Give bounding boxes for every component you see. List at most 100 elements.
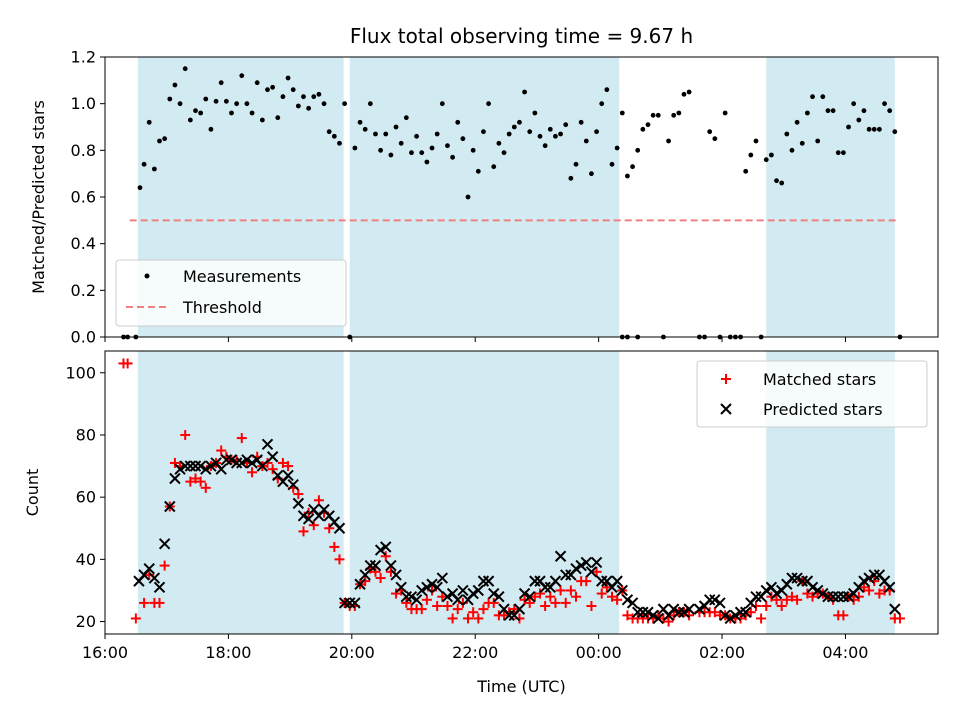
matched-star-point (555, 585, 566, 596)
predicted-star-point (215, 463, 227, 475)
x-marker-b (529, 575, 541, 587)
predicted-star-point (200, 463, 212, 475)
matched-star-point (267, 464, 278, 475)
predicted-star-point (632, 606, 644, 618)
x-marker-b (241, 454, 253, 466)
matched-star-point (663, 616, 674, 627)
x-tick-label: 22:00 (452, 643, 498, 662)
predicted-star-point (184, 460, 197, 472)
matched-star-point (560, 597, 571, 608)
measurement-point (244, 101, 250, 107)
x-marker-b (493, 590, 505, 603)
matched-star-point (771, 594, 782, 605)
matched-star-point (195, 476, 206, 487)
x-axis-label: Time (UTC) (476, 677, 565, 696)
x-marker-b (246, 457, 258, 469)
measurement-point (167, 96, 173, 102)
measurement-point (578, 119, 584, 125)
predicted-star-point (385, 559, 397, 572)
predicted-star-point (148, 572, 161, 584)
measurement-point (511, 124, 517, 130)
predicted-star-point (390, 569, 402, 581)
y-tick-label: 0.8 (71, 141, 96, 160)
matched-star-point (437, 591, 448, 602)
measurement-point (583, 138, 589, 144)
measurement-point (666, 138, 671, 144)
predicted-star-point (241, 454, 253, 466)
measurement-point (794, 119, 800, 125)
matched-star-point (200, 482, 211, 493)
y-tick-label: 80 (76, 425, 96, 444)
measurement-point (141, 161, 147, 167)
measurement-point (645, 122, 651, 128)
matched-star-point (529, 591, 540, 602)
y-tick-label: 1.0 (71, 94, 96, 113)
measurement-point (367, 101, 373, 107)
predicted-star-point (580, 556, 592, 569)
predicted-star-point (441, 590, 454, 603)
x-marker-b (184, 460, 197, 472)
measurement-point (445, 143, 450, 149)
x-marker-b (374, 544, 387, 556)
predicted-star-point (164, 500, 176, 513)
measurement-point (707, 129, 713, 135)
predicted-star-point (883, 581, 896, 594)
x-marker-b (477, 575, 490, 587)
x-tick-label: 02:00 (699, 643, 745, 662)
matched-star-point (864, 585, 875, 596)
matched-star-point (180, 429, 191, 440)
measurement-point (743, 168, 749, 174)
y-tick-label: 0.4 (71, 234, 96, 253)
x-marker-b (518, 587, 531, 600)
measurement-point (676, 110, 682, 116)
matched-star-point (499, 610, 510, 621)
predicted-star-point (626, 597, 639, 609)
matched-star-point (130, 613, 141, 624)
matched-star-point (745, 607, 756, 618)
measurement-point (203, 96, 209, 102)
matched-star-point (247, 467, 258, 478)
measurement-point (331, 133, 337, 139)
predicted-star-point (205, 460, 217, 472)
x-marker-b (282, 469, 294, 482)
measurement-point (208, 126, 214, 132)
x-marker-b (236, 457, 248, 469)
x-marker-b (590, 556, 603, 569)
measurement-point (450, 154, 455, 160)
x-marker-b (498, 603, 510, 615)
x-marker-b (873, 569, 886, 581)
x-marker-b (549, 575, 562, 587)
x-marker-b (344, 597, 356, 609)
matched-star-point (874, 588, 885, 599)
x-marker-b (693, 603, 706, 615)
observing-interval (349, 57, 620, 337)
x-marker-b (734, 606, 747, 618)
x-marker-b (256, 460, 269, 472)
x-marker-b (513, 603, 526, 615)
matched-star-point (447, 613, 458, 624)
x-marker-b (287, 479, 299, 491)
x-marker-b (215, 463, 227, 475)
predicted-star-point (714, 597, 726, 609)
legend-threshold-label: Threshold (182, 298, 262, 317)
measurement-point (223, 98, 229, 104)
x-marker-b (452, 594, 464, 606)
predicted-star-point (652, 612, 664, 625)
measurement-point (563, 122, 569, 128)
predicted-star-point (174, 463, 186, 475)
x-marker-b (148, 572, 161, 584)
x-marker-b (467, 587, 479, 600)
measurement-point (820, 94, 826, 100)
measurement-point (671, 112, 677, 118)
matched-star-point (838, 610, 849, 621)
matched-star-point (421, 594, 432, 605)
measurement-point (522, 89, 527, 95)
measurement-point (748, 152, 754, 158)
x-marker-b (760, 584, 772, 597)
matched-star-point (334, 554, 345, 565)
x-marker-b (380, 541, 392, 553)
legend-measurements-marker (144, 273, 150, 279)
predicted-star-point (827, 590, 839, 603)
measurement-point (491, 164, 497, 170)
measurement-point (753, 138, 759, 144)
